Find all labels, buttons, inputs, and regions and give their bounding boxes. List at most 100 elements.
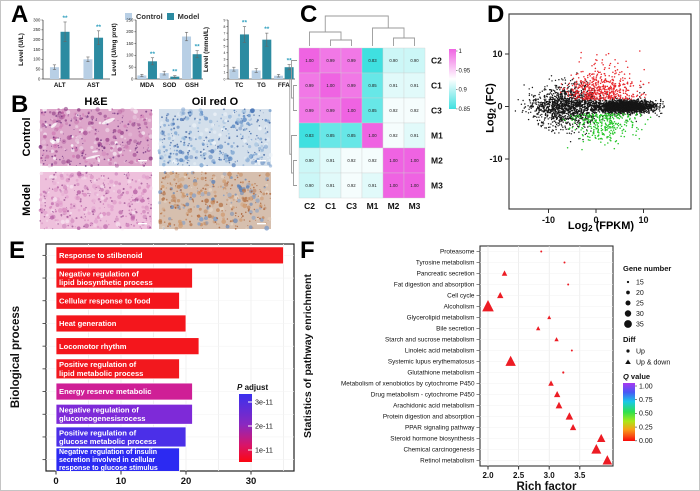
svg-text:50: 50 [36, 66, 41, 71]
model-row-label: Model [21, 184, 33, 216]
panel-a-legend: Control Model [125, 12, 199, 21]
svg-text:0.85: 0.85 [326, 133, 335, 138]
svg-text:1.00: 1.00 [389, 183, 398, 188]
svg-text:0.85: 0.85 [368, 108, 377, 113]
oilredo-model-image [157, 170, 272, 231]
svg-text:150: 150 [126, 41, 134, 46]
svg-text:100: 100 [126, 53, 134, 58]
he-control-image [38, 106, 153, 168]
svg-text:0.90: 0.90 [410, 58, 419, 63]
svg-text:10: 10 [638, 215, 648, 225]
svg-text:0: 0 [131, 76, 134, 81]
svg-text:0.83: 0.83 [305, 133, 314, 138]
svg-text:0.99: 0.99 [326, 58, 335, 63]
svg-text:0.85: 0.85 [347, 133, 356, 138]
panel-f-label: F [300, 237, 315, 264]
svg-text:0.92: 0.92 [389, 133, 398, 138]
svg-text:**: ** [287, 58, 293, 65]
bar-chart-oxidative-stress: 0 50 100 150 200 250 Level (U/mg prot) ** MDA ** S… [111, 17, 203, 89]
he-model-image [38, 171, 154, 231]
svg-text:C1: C1 [325, 201, 336, 211]
svg-text:0.83: 0.83 [368, 58, 377, 63]
panel-c-label: C [300, 1, 318, 28]
svg-text:1.00: 1.00 [389, 158, 398, 163]
svg-text:M3: M3 [431, 181, 443, 191]
svg-text:0: 0 [38, 76, 41, 81]
svg-text:250: 250 [33, 27, 41, 32]
svg-text:0.92: 0.92 [347, 158, 356, 163]
svg-text:0: 0 [497, 102, 502, 112]
svg-text:1.00: 1.00 [305, 58, 314, 63]
svg-text:10: 10 [492, 49, 502, 59]
svg-text:0.92: 0.92 [389, 108, 398, 113]
svg-text:TG: TG [257, 82, 266, 89]
svg-text:0.99: 0.99 [305, 108, 314, 113]
svg-text:C2: C2 [304, 201, 315, 211]
svg-text:-10: -10 [542, 215, 555, 225]
svg-text:M3: M3 [409, 201, 421, 211]
svg-text:ALT: ALT [54, 82, 66, 89]
svg-text:0.99: 0.99 [347, 83, 356, 88]
svg-text:0.95: 0.95 [459, 68, 471, 74]
svg-text:0.91: 0.91 [368, 183, 377, 188]
svg-text:250: 250 [126, 17, 134, 22]
svg-text:6: 6 [224, 38, 226, 42]
svg-text:C2: C2 [431, 56, 442, 66]
svg-text:1.00: 1.00 [347, 108, 356, 113]
svg-text:C3: C3 [346, 201, 357, 211]
d-x-axis-label: Log2 (FPKM) [567, 220, 635, 233]
svg-text:Level (U/L): Level (U/L) [18, 33, 25, 66]
svg-text:0.91: 0.91 [410, 133, 419, 138]
svg-text:AST: AST [87, 82, 100, 89]
svg-text:**: ** [195, 44, 201, 51]
svg-text:200: 200 [33, 37, 41, 42]
model-swatch [166, 13, 174, 20]
svg-text:3: 3 [224, 58, 226, 62]
svg-text:1.00: 1.00 [410, 183, 419, 188]
svg-text:**: ** [264, 26, 270, 33]
svg-text:TC: TC [235, 82, 244, 89]
svg-text:1: 1 [224, 71, 226, 75]
svg-text:200: 200 [126, 29, 134, 34]
panel-b-label: B [11, 91, 29, 118]
svg-text:0.99: 0.99 [326, 108, 335, 113]
svg-text:5: 5 [224, 45, 226, 49]
control-legend-label: Control [136, 12, 163, 21]
svg-text:**: ** [150, 51, 156, 58]
svg-text:4: 4 [224, 51, 226, 55]
panel-e-label: E [9, 237, 26, 264]
svg-text:0.91: 0.91 [326, 158, 335, 163]
svg-text:SOD: SOD [163, 82, 177, 89]
panel-a-label: A [11, 1, 29, 28]
svg-text:M2: M2 [388, 201, 400, 211]
svg-text:GSH: GSH [185, 82, 199, 89]
svg-text:100: 100 [33, 57, 41, 62]
svg-text:-10: -10 [489, 154, 502, 164]
svg-text:50: 50 [129, 65, 134, 70]
svg-text:0.99: 0.99 [347, 58, 356, 63]
svg-text:FFA: FFA [278, 82, 290, 89]
svg-text:150: 150 [33, 47, 41, 52]
svg-text:**: ** [96, 24, 102, 31]
svg-text:1.00: 1.00 [326, 83, 335, 88]
svg-text:**: ** [172, 69, 178, 76]
control-row-label: Control [21, 117, 33, 157]
svg-text:0.92: 0.92 [410, 108, 419, 113]
svg-text:M1: M1 [431, 131, 443, 141]
svg-text:7: 7 [224, 31, 226, 35]
svg-text:0.92: 0.92 [368, 158, 377, 163]
svg-text:0.90: 0.90 [305, 183, 314, 188]
svg-text:0.85: 0.85 [368, 83, 377, 88]
bar-chart-lipids: 0 1 2 3 4 5 6 7 8 9 Level (mmol/L) ** TC ** TG ** FFA [203, 18, 295, 89]
svg-text:0.91: 0.91 [389, 83, 398, 88]
svg-text:Level (mmol/L): Level (mmol/L) [203, 27, 210, 72]
svg-text:C3: C3 [431, 106, 442, 116]
svg-text:C1: C1 [431, 81, 442, 91]
svg-text:0: 0 [593, 215, 598, 225]
he-column-header: H&E [84, 96, 108, 108]
svg-text:9: 9 [224, 18, 226, 22]
svg-text:M2: M2 [431, 156, 443, 166]
